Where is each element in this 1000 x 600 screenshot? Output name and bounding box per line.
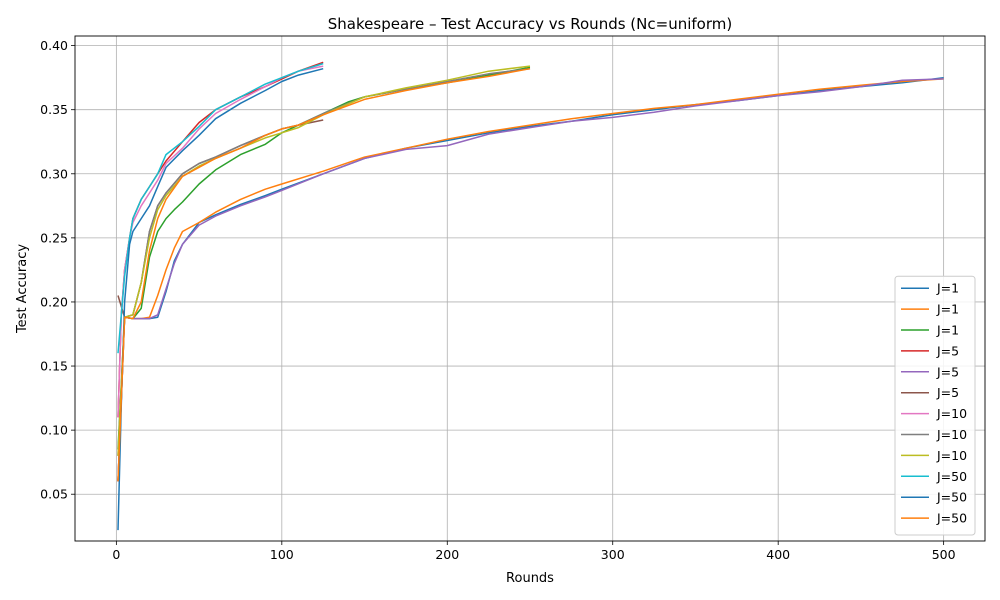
legend-entry-label: J=10 [936,427,967,442]
y-axis-label: Test Accuracy [15,244,30,334]
axis-ticks: 0 100 200 300 400 500 0.05 0.10 0.15 0.20 0.25 0.30… [40,38,955,562]
x-axis-label: Rounds [506,571,554,586]
x-tick-label: 400 [766,547,790,562]
series-line-5 [117,78,944,482]
y-tick-label: 0.10 [40,423,68,438]
series-line-2 [117,78,944,482]
y-tick-label: 0.25 [40,230,68,245]
chart-title: Shakespeare – Test Accuracy vs Rounds (N… [328,15,732,33]
legend-entry-label: J=50 [936,511,967,526]
series-line-11 [117,67,324,531]
y-tick-label: 0.05 [40,487,68,502]
x-tick-label: 500 [932,547,956,562]
legend-entry-label: J=5 [936,364,959,379]
x-tick-label: 100 [270,547,294,562]
legend-entry-label: J=5 [936,385,959,400]
legend-entry-label: J=50 [936,469,967,484]
legend-entry-label: J=50 [936,490,967,505]
legend-entry-label: J=1 [936,323,959,338]
legend-entry-label: J=10 [936,448,967,463]
y-tick-label: 0.35 [40,102,68,117]
plot-area-frame [74,35,986,542]
legend-entry-label: J=5 [936,343,959,358]
x-tick-label: 200 [435,547,459,562]
legend-box [894,275,976,536]
y-tick-label: 0.15 [40,359,68,374]
legend: J=1 J=1 J=1 J=5 J=5 J=5 J=10 J=10 J=10 J=50 J=50 J=… [894,275,976,536]
legend-entry-label: J=10 [936,406,967,421]
x-tick-label: 300 [601,547,625,562]
x-tick-label: 0 [112,547,120,562]
y-tick-label: 0.40 [40,38,68,53]
y-tick-label: 0.20 [40,294,68,309]
series-lines [117,61,944,531]
legend-entry-label: J=1 [936,281,959,296]
series-line-12 [117,67,531,482]
legend-entry-label: J=1 [936,302,959,317]
series-line-10 [117,62,324,354]
y-tick-label: 0.30 [40,166,68,181]
